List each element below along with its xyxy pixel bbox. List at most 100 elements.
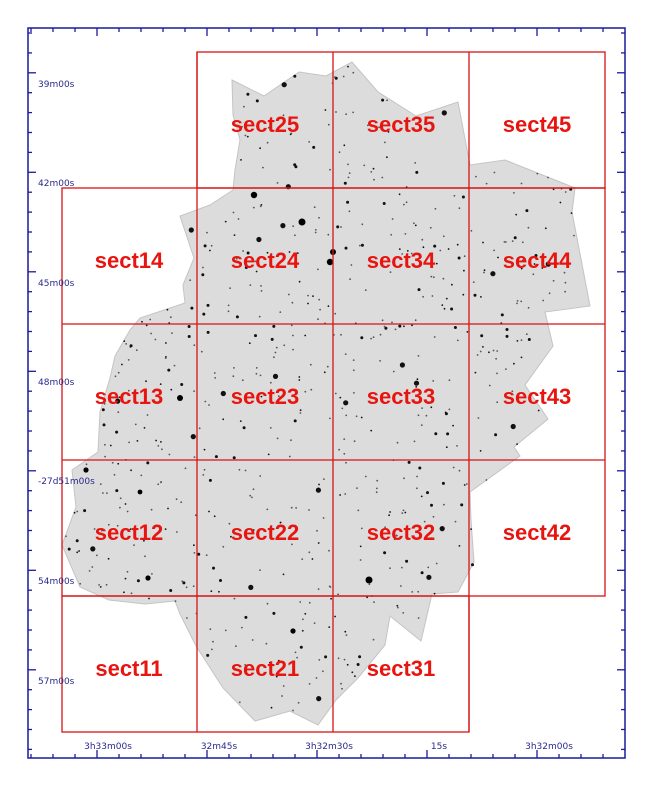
source-point: [232, 456, 236, 460]
source-point: [262, 166, 264, 169]
source-point: [349, 278, 351, 281]
source-point: [451, 283, 453, 286]
source-point: [417, 590, 420, 593]
source-point: [381, 176, 384, 179]
source-point: [251, 639, 254, 641]
source-point: [401, 512, 404, 514]
source-point: [130, 469, 133, 472]
source-point: [474, 371, 477, 374]
source-point: [520, 339, 523, 341]
source-point: [416, 475, 418, 478]
source-point: [537, 409, 540, 412]
source-point: [439, 526, 445, 532]
source-point: [130, 592, 133, 595]
source-point: [453, 326, 457, 329]
source-point: [127, 359, 130, 361]
source-point: [547, 176, 549, 179]
source-point: [343, 438, 346, 440]
source-point: [165, 342, 167, 344]
source-point: [136, 579, 140, 583]
source-point: [256, 236, 262, 243]
source-point: [353, 392, 355, 394]
source-point: [212, 566, 215, 570]
source-point: [146, 414, 149, 416]
source-point: [211, 648, 213, 651]
source-point: [298, 280, 301, 283]
source-point: [319, 308, 321, 311]
source-point: [238, 468, 241, 471]
section-label-sect13: sect13: [95, 384, 164, 409]
source-point: [322, 517, 325, 519]
source-point: [450, 307, 454, 311]
source-point: [496, 350, 499, 352]
source-point: [405, 201, 408, 204]
source-point: [252, 206, 255, 209]
source-point: [493, 249, 495, 252]
source-point: [383, 551, 387, 555]
source-point: [563, 271, 566, 274]
source-point: [345, 461, 347, 464]
source-point: [194, 514, 197, 517]
source-point: [289, 133, 292, 136]
source-point: [386, 99, 388, 102]
source-point: [119, 506, 121, 509]
source-point: [175, 498, 178, 501]
source-point: [511, 240, 514, 243]
source-point: [389, 567, 391, 570]
source-point: [492, 349, 495, 352]
source-point: [564, 191, 567, 193]
source-point: [317, 268, 319, 271]
source-point: [200, 350, 203, 353]
source-point: [220, 390, 226, 397]
source-point: [119, 497, 122, 500]
source-point: [458, 207, 461, 210]
source-point: [252, 488, 255, 491]
source-point: [452, 424, 454, 427]
source-point: [477, 417, 480, 419]
source-point: [315, 487, 321, 493]
source-point: [403, 203, 405, 206]
source-point: [392, 370, 395, 373]
source-point: [456, 445, 458, 447]
source-point: [372, 167, 375, 170]
source-point: [117, 371, 120, 374]
source-point: [299, 409, 302, 412]
source-point: [542, 299, 545, 302]
source-point: [564, 290, 566, 293]
source-point: [389, 511, 391, 513]
source-point: [308, 683, 311, 685]
source-point: [269, 661, 271, 664]
source-point: [260, 285, 262, 287]
section-label-sect44: sect44: [503, 248, 572, 273]
source-point: [114, 375, 117, 378]
source-point: [228, 522, 231, 525]
source-point: [292, 709, 294, 712]
source-point: [339, 494, 341, 496]
source-point: [433, 592, 436, 595]
dec-axis-labels: 39m00s 42m00s 45m00s 48m00s -27d51m00s 5…: [38, 80, 95, 687]
source-point: [107, 523, 110, 526]
bright-source: [83, 467, 89, 473]
source-point: [98, 584, 100, 586]
source-point: [283, 344, 286, 347]
source-point: [420, 571, 424, 575]
source-point: [454, 520, 457, 523]
source-point: [520, 356, 523, 359]
source-point: [397, 606, 399, 609]
source-point: [426, 574, 432, 580]
section-label-sect31: sect31: [367, 656, 436, 681]
source-point: [341, 687, 343, 690]
source-point: [445, 297, 448, 300]
source-point: [483, 271, 485, 274]
source-point: [495, 357, 497, 360]
source-point: [433, 336, 436, 338]
source-point: [338, 151, 341, 154]
source-point: [85, 463, 88, 466]
source-point: [78, 550, 80, 552]
source-point: [160, 481, 162, 484]
source-point: [323, 478, 325, 480]
source-point: [202, 312, 206, 316]
source-point: [388, 514, 390, 517]
source-point: [490, 271, 496, 277]
source-point: [213, 515, 216, 518]
